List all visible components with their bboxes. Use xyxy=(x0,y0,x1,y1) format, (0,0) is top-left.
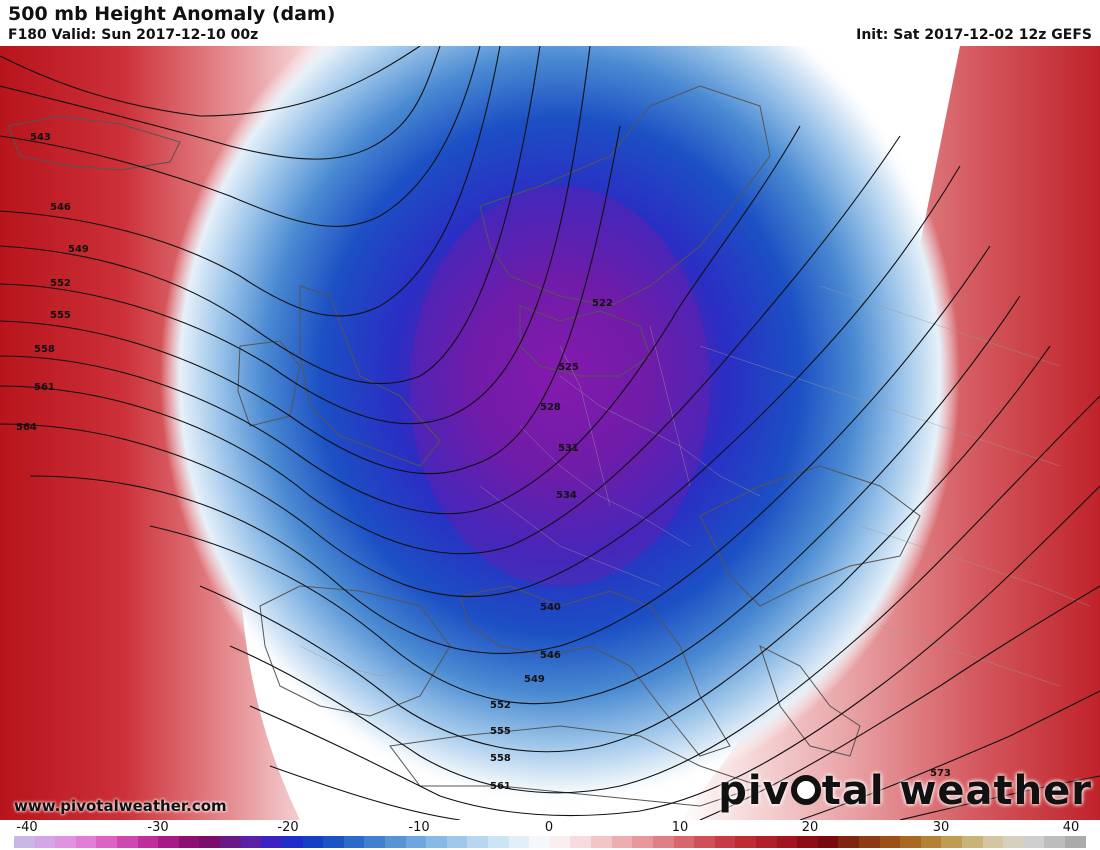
map-title: 500 mb Height Anomaly (dam) xyxy=(8,3,336,25)
contour-label: 522 xyxy=(592,298,613,309)
colorbar-tick: -10 xyxy=(408,820,430,835)
trough-negative-anomaly xyxy=(160,46,960,806)
colorbar-swatch xyxy=(570,836,592,848)
valid-time: F180 Valid: Sun 2017-12-10 00z xyxy=(8,27,259,43)
colorbar-swatch xyxy=(735,836,756,848)
header: 500 mb Height Anomaly (dam) F180 Valid: … xyxy=(0,0,1100,46)
contour-labels: 543 546 549 552 555 558 561 564 522 525 … xyxy=(16,132,951,792)
colorbar-swatch xyxy=(158,836,179,848)
colorbar-swatch xyxy=(900,836,921,848)
contour-label: 573 xyxy=(930,768,951,779)
colorbar-swatch xyxy=(384,836,406,848)
contour-label: 558 xyxy=(490,753,511,764)
colorbar-swatch xyxy=(1044,836,1066,848)
colorbar-swatch xyxy=(364,836,385,848)
colorbar-swatch xyxy=(941,836,963,848)
colorbar-tick: -20 xyxy=(277,820,299,835)
contour-label: 549 xyxy=(68,244,89,255)
colorbar-swatch xyxy=(302,836,324,848)
colorbar-swatch xyxy=(34,836,56,848)
colorbar: -40 -30 -20 -10 0 10 20 30 40 xyxy=(0,820,1100,850)
contour-label: 558 xyxy=(34,344,55,355)
colorbar-swatch xyxy=(1003,836,1024,848)
colorbar-swatch xyxy=(55,836,76,848)
colorbar-swatch xyxy=(797,836,818,848)
colorbar-tick: 10 xyxy=(671,820,689,835)
colorbar-swatch xyxy=(117,836,138,848)
brand-logo: piv tal weather xyxy=(718,768,1092,814)
colorbar-swatch xyxy=(220,836,241,848)
colorbar-swatch xyxy=(240,836,262,848)
contour-label: 564 xyxy=(16,422,37,433)
brand-text-right: tal weather xyxy=(821,768,1092,814)
colorbar-swatch xyxy=(611,836,633,848)
colorbar-swatch xyxy=(817,836,839,848)
colorbar-swatch xyxy=(755,836,777,848)
colorbar-swatch xyxy=(199,836,221,848)
contour-label: 525 xyxy=(558,362,579,373)
contour-label: 546 xyxy=(50,202,71,213)
contour-label: 531 xyxy=(558,443,579,454)
colorbar-swatch xyxy=(652,836,674,848)
website-url: www.pivotalweather.com xyxy=(14,797,227,815)
colorbar-swatch xyxy=(137,836,159,848)
contour-label: 552 xyxy=(50,278,71,289)
colorbar-swatch xyxy=(488,836,509,848)
colorbar-swatch xyxy=(591,836,612,848)
colorbar-swatch xyxy=(1023,836,1045,848)
contour-label: 555 xyxy=(50,310,71,321)
brand-text-left: piv xyxy=(718,768,790,814)
colorbar-swatch xyxy=(261,836,282,848)
colorbar-swatch xyxy=(714,836,736,848)
colorbar-swatch xyxy=(467,836,489,848)
colorbar-swatch xyxy=(920,836,942,848)
colorbar-tick: -40 xyxy=(16,820,38,835)
colorbar-swatch xyxy=(962,836,983,848)
height-contours xyxy=(0,46,1100,820)
contour-label: 561 xyxy=(34,382,55,393)
colorbar-swatch xyxy=(178,836,200,848)
colorbar-swatch xyxy=(508,836,530,848)
colorbar-swatch xyxy=(405,836,427,848)
colorbar-swatch xyxy=(549,836,571,848)
colorbar-strip xyxy=(14,836,1086,848)
colorbar-swatch xyxy=(673,836,695,848)
colorbar-swatch xyxy=(323,836,344,848)
colorbar-tick: 40 xyxy=(1062,820,1080,835)
colorbar-swatch xyxy=(632,836,653,848)
colorbar-swatch xyxy=(446,836,468,848)
anomaly-map: 543 546 549 552 555 558 561 564 522 525 … xyxy=(0,46,1100,820)
contour-label: 534 xyxy=(556,490,577,501)
contour-label: 561 xyxy=(490,781,511,792)
contour-label: 540 xyxy=(540,602,561,613)
contour-label: 552 xyxy=(490,700,511,711)
colorbar-swatch xyxy=(694,836,715,848)
colorbar-swatch xyxy=(426,836,447,848)
colorbar-swatch xyxy=(96,836,118,848)
colorbar-tick: 0 xyxy=(544,820,554,835)
colorbar-tick: 30 xyxy=(932,820,950,835)
colorbar-swatch xyxy=(529,836,550,848)
colorbar-swatch xyxy=(982,836,1004,848)
contour-label: 543 xyxy=(30,132,51,143)
colorbar-swatch xyxy=(75,836,97,848)
contour-label: 528 xyxy=(540,402,561,413)
colorbar-swatch xyxy=(879,836,901,848)
gear-icon xyxy=(790,775,821,805)
borders xyxy=(299,285,1091,687)
contour-label: 555 xyxy=(490,726,511,737)
colorbar-swatch xyxy=(838,836,859,848)
init-time: Init: Sat 2017-12-02 12z GEFS xyxy=(856,27,1092,43)
colorbar-swatch xyxy=(14,836,35,848)
colorbar-swatch xyxy=(281,836,303,848)
colorbar-swatch xyxy=(1065,836,1086,848)
contour-label: 546 xyxy=(540,650,561,661)
colorbar-ticks: -40 -30 -20 -10 0 10 20 30 40 xyxy=(0,820,1100,836)
colorbar-tick: 20 xyxy=(801,820,819,835)
contour-label: 549 xyxy=(524,674,545,685)
colorbar-swatch xyxy=(343,836,365,848)
colorbar-swatch xyxy=(858,836,880,848)
colorbar-tick: -30 xyxy=(147,820,169,835)
colorbar-swatch xyxy=(776,836,798,848)
